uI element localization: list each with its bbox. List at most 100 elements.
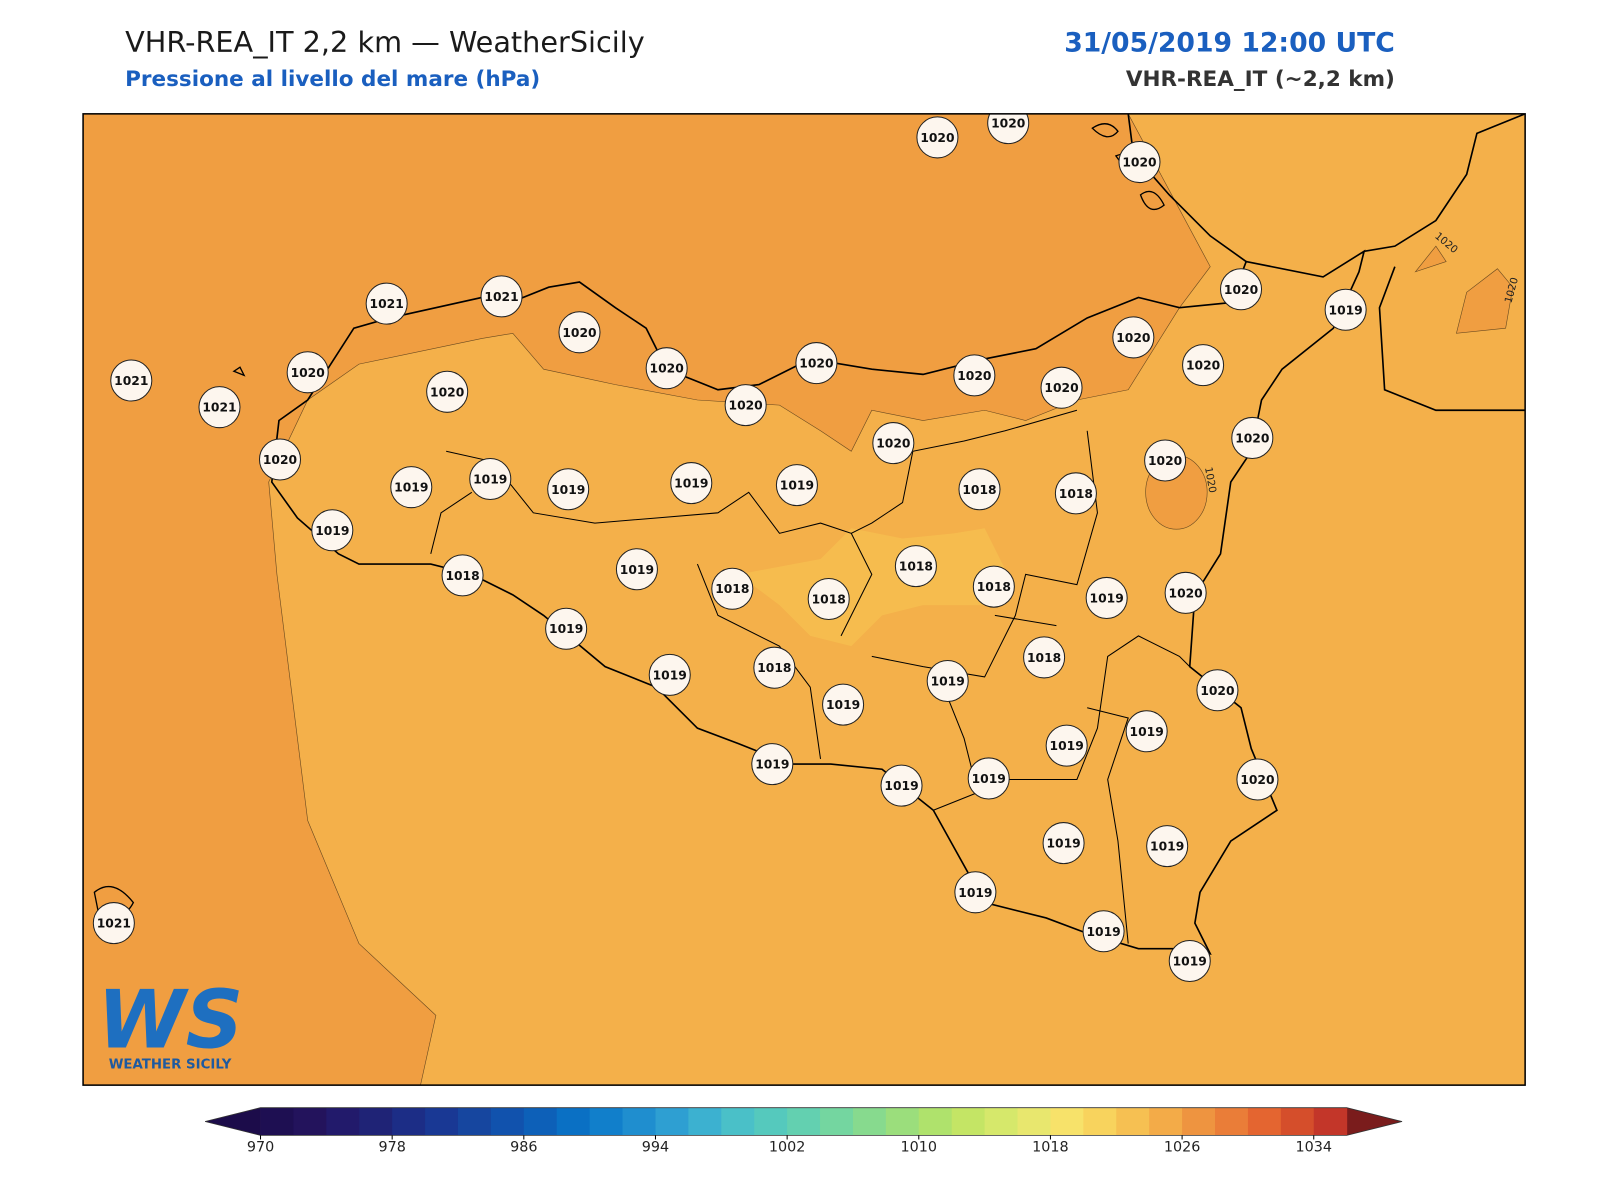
station-marker bbox=[1125, 710, 1168, 753]
station-value: 1019 bbox=[653, 668, 687, 682]
colorbar-bin bbox=[1083, 1107, 1117, 1136]
station-marker bbox=[547, 468, 590, 511]
station-value: 1021 bbox=[114, 374, 148, 388]
field-lighter bbox=[738, 528, 1006, 647]
station-marker bbox=[1164, 571, 1207, 614]
date: 31/05/2019 12:00 UTC bbox=[1064, 28, 1395, 59]
colorbar-bin bbox=[984, 1107, 1019, 1136]
colorbar-tick-label: 1034 bbox=[1295, 1140, 1332, 1156]
colorbar-tick-label: 1010 bbox=[901, 1140, 938, 1156]
colorbar-tick-label: 994 bbox=[642, 1140, 669, 1156]
station-marker bbox=[480, 275, 523, 318]
station-value: 1020 bbox=[1224, 283, 1258, 297]
station-marker bbox=[880, 764, 923, 807]
colorbar-tick-label: 978 bbox=[378, 1140, 405, 1156]
station-value: 1019 bbox=[972, 772, 1006, 786]
station-marker bbox=[958, 468, 1001, 511]
station-value: 1019 bbox=[394, 481, 428, 495]
colorbar-bin bbox=[820, 1107, 854, 1136]
station-value: 1018 bbox=[1059, 487, 1093, 501]
station-value: 1019 bbox=[1150, 840, 1184, 854]
colorbar-bin bbox=[260, 1107, 294, 1136]
field-dark bbox=[1414, 245, 1447, 273]
colorbar-bin bbox=[556, 1107, 591, 1136]
colorbar-tick-label: 986 bbox=[510, 1140, 537, 1156]
station-marker bbox=[1118, 141, 1161, 184]
colorbar-bin bbox=[293, 1107, 327, 1136]
station-marker bbox=[1146, 825, 1189, 868]
colorbar-bin bbox=[1017, 1107, 1051, 1136]
station-value: 1020 bbox=[263, 453, 297, 467]
station-marker bbox=[987, 113, 1030, 145]
colorbar-bin bbox=[754, 1107, 788, 1136]
station-value: 1020 bbox=[650, 362, 684, 376]
station-marker bbox=[1324, 288, 1367, 331]
station-marker bbox=[558, 311, 601, 354]
contour-label: 1020 bbox=[1202, 466, 1218, 494]
station-value: 1020 bbox=[957, 369, 991, 383]
station-value: 1018 bbox=[899, 560, 933, 574]
station-value: 1018 bbox=[812, 593, 846, 607]
station-marker bbox=[1112, 316, 1155, 359]
mainland-coast bbox=[1127, 113, 1526, 412]
station-value: 1020 bbox=[1148, 454, 1182, 468]
colorbar-bin bbox=[885, 1107, 920, 1136]
colorbar-over bbox=[1346, 1107, 1403, 1136]
colorbar-bin bbox=[787, 1107, 821, 1136]
colorbar-bin bbox=[392, 1107, 426, 1136]
station-value: 1020 bbox=[562, 326, 596, 340]
station-value: 1019 bbox=[780, 479, 814, 493]
colorbar: 970 978 986 994 1002 1010 1018 1026 1034 bbox=[205, 1107, 1403, 1156]
colorbar-bin bbox=[622, 1107, 656, 1136]
station-value: 1020 bbox=[991, 117, 1025, 131]
station-marker bbox=[545, 607, 588, 650]
station-value: 1020 bbox=[1240, 773, 1274, 787]
colorbar-bin bbox=[1116, 1107, 1150, 1136]
station-marker bbox=[872, 422, 915, 465]
station-marker bbox=[751, 743, 794, 786]
field-dark bbox=[1456, 268, 1514, 334]
colorbar-bin bbox=[1215, 1107, 1249, 1136]
station-marker bbox=[441, 554, 484, 597]
station-marker bbox=[258, 438, 302, 481]
station-value: 1019 bbox=[1090, 591, 1124, 605]
station-value: 1019 bbox=[620, 563, 654, 577]
station-marker bbox=[1045, 724, 1088, 767]
station-value: 1018 bbox=[977, 580, 1011, 594]
field-dark bbox=[83, 113, 1211, 1086]
station-marker bbox=[1085, 576, 1128, 619]
station-value: 1018 bbox=[962, 483, 996, 497]
station-value: 1020 bbox=[291, 366, 325, 380]
province-borders bbox=[430, 409, 1191, 944]
station-marker bbox=[92, 902, 135, 945]
station-marker bbox=[365, 282, 408, 325]
station-marker bbox=[807, 577, 850, 620]
station-marker bbox=[1040, 366, 1083, 409]
subtitle: Pressione al livello del mare (hPa) bbox=[125, 67, 540, 92]
colorbar-bin bbox=[425, 1107, 459, 1136]
station-value: 1020 bbox=[876, 437, 910, 451]
station-value: 1019 bbox=[958, 886, 992, 900]
colorbar-tick-label: 970 bbox=[247, 1140, 274, 1156]
colorbar-under bbox=[205, 1107, 261, 1136]
colorbar-bin bbox=[655, 1107, 689, 1136]
station-marker bbox=[967, 757, 1010, 800]
station-value: 1020 bbox=[799, 357, 833, 371]
colorbar-bin bbox=[359, 1107, 393, 1136]
station-value: 1020 bbox=[1122, 156, 1156, 170]
colorbar-bin bbox=[589, 1107, 624, 1136]
station-value: 1021 bbox=[202, 401, 236, 415]
station-value: 1018 bbox=[1027, 651, 1061, 665]
station-marker bbox=[954, 871, 997, 914]
colorbar-bin bbox=[1050, 1107, 1084, 1136]
colorbar-bin bbox=[1149, 1107, 1183, 1136]
station-marker bbox=[1231, 416, 1274, 459]
station-marker bbox=[1219, 268, 1263, 311]
station-value: 1020 bbox=[1169, 586, 1203, 600]
station-marker bbox=[648, 653, 691, 696]
station-marker bbox=[894, 545, 937, 588]
colorbar-bin bbox=[918, 1107, 953, 1136]
station-marker bbox=[1042, 822, 1085, 865]
colorbar-bin bbox=[523, 1107, 558, 1136]
